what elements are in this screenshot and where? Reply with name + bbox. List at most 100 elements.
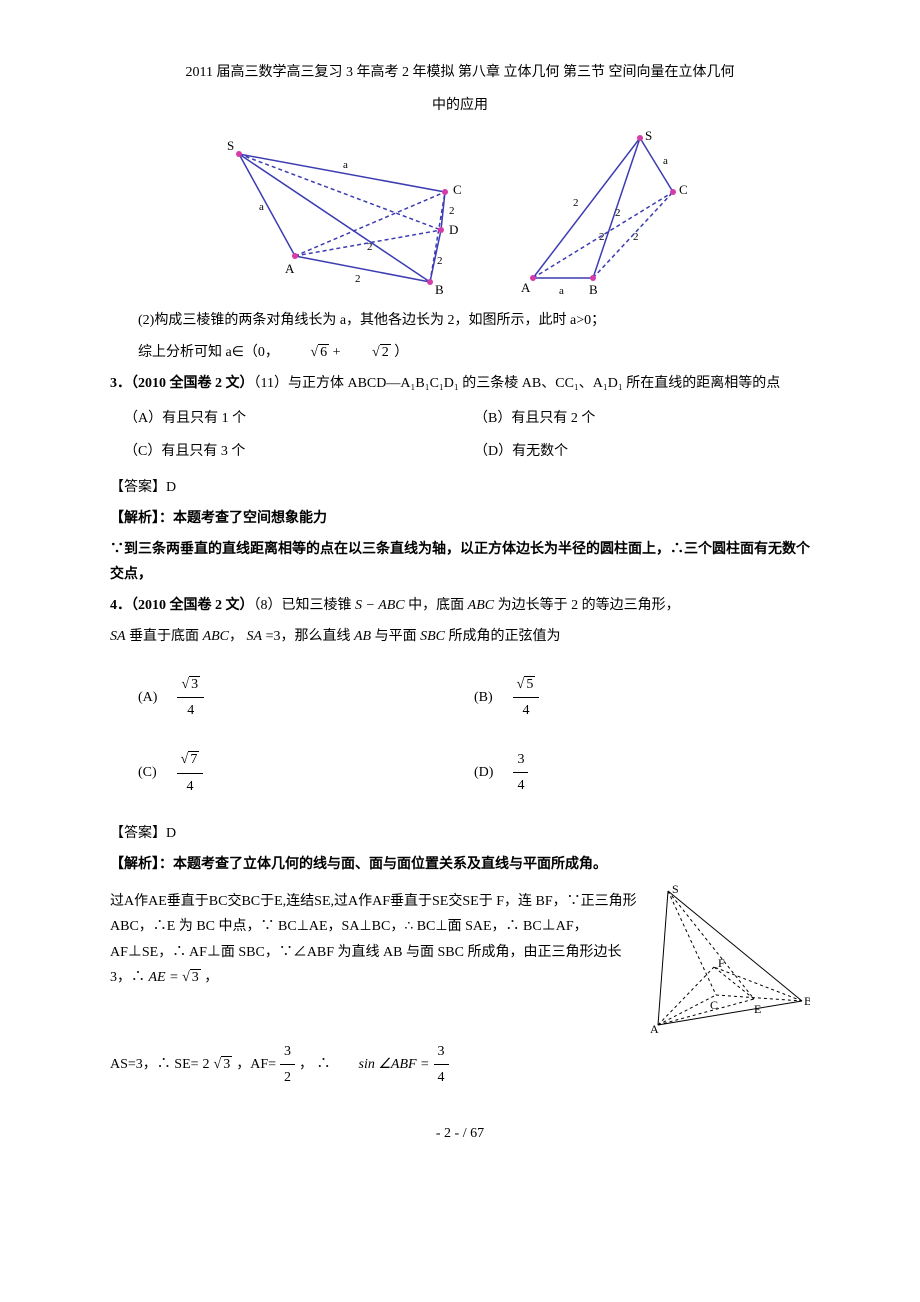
q4-opt-b-frac: 5 4 — [513, 672, 540, 724]
q4-sol-comma: ， — [204, 970, 218, 985]
svg-text:A: A — [521, 280, 531, 295]
svg-text:B: B — [804, 994, 810, 1008]
q4-sol-2c: ， ∴ — [299, 1052, 331, 1077]
q3-opt-b: （B）有且只有 2 个 — [460, 406, 810, 431]
q4-opt-b: (B) 5 4 — [474, 672, 810, 724]
svg-text:2: 2 — [367, 241, 373, 253]
q4-c-num: 7 — [188, 751, 199, 767]
q3-analysis-head: 【解析】：本题考查了空间想象能力 — [110, 506, 810, 531]
q4-ae-sqrt: 3 — [182, 965, 201, 990]
figure-row-1: SAB CD aa 22 22 SABC 22 aa 22 — [110, 128, 810, 298]
q3-options: （A）有且只有 1 个 （B）有且只有 2 个 （C）有且只有 3 个 （D）有… — [110, 402, 810, 468]
q4-l2-10: 所成角的正弦值为 — [445, 629, 561, 644]
q4-d-den: 4 — [513, 773, 528, 798]
svg-text:C: C — [453, 182, 462, 197]
figure-2: SABC 22 aa 22 — [515, 128, 695, 298]
q4-l2-5: SA — [247, 629, 263, 644]
q3-src: 3．（2010 全国卷 2 文） — [110, 376, 254, 391]
q4-src: 4．（2010 全国卷 2 文） — [110, 598, 254, 613]
page-header-line2: 中的应用 — [110, 93, 810, 118]
svg-text:S: S — [227, 138, 234, 153]
q3-opt-c: （C）有且只有 3 个 — [110, 439, 460, 464]
q4-opt-a-frac: 3 4 — [177, 672, 204, 724]
q4-opt-b-label: (B) — [474, 685, 493, 710]
q3-opt-a: （A）有且只有 1 个 — [110, 406, 460, 431]
q4-sol-2a: AS=3，∴ SE= — [110, 1052, 199, 1077]
q4-af-num: 3 — [280, 1039, 295, 1065]
svg-text:a: a — [343, 159, 348, 171]
svg-text:2: 2 — [615, 207, 621, 219]
question-3: 3．（2010 全国卷 2 文）（11）与正方体 ABCD—A₁B₁C₁D₁ 的… — [110, 371, 810, 396]
q4-af-frac: 3 2 — [280, 1039, 295, 1090]
q4-opt-c: (C) 7 4 — [138, 747, 474, 799]
sqrt-6: 6 — [282, 340, 329, 365]
q4-opt-d-label: (D) — [474, 760, 493, 785]
svg-text:a: a — [259, 201, 264, 213]
q4-se-sqrt: 3 — [214, 1052, 233, 1077]
q4-options: (A) 3 4 (B) 5 4 (C) 7 4 (D) 3 4 — [138, 660, 810, 811]
svg-text:2: 2 — [573, 197, 579, 209]
q4-l2-7: AB — [354, 629, 371, 644]
svg-text:C: C — [710, 998, 718, 1012]
q4-sol-para2: AS=3，∴ SE= 23 ，AF= 3 2 ， ∴ sin ∠ABF = 3 … — [110, 1039, 810, 1090]
q4-sin-lhs: sin ∠ABF = — [359, 1052, 430, 1077]
q4-sin-den: 4 — [434, 1065, 449, 1090]
q4-l2-6: =3，那么直线 — [262, 629, 354, 644]
q4-d-num: 3 — [513, 747, 528, 773]
q4-ae-val: 3 — [190, 969, 201, 985]
p2-plus: + — [333, 345, 341, 360]
q3-answer: 【答案】D — [110, 475, 810, 500]
sqrt-2: 2 — [344, 340, 391, 365]
svg-text:E: E — [754, 1002, 761, 1016]
q3-body: （11）与正方体 ABCD—A₁B₁C₁D₁ 的三条棱 AB、CC₁、A₁D₁ … — [254, 376, 781, 391]
q4-b-num: 5 — [524, 676, 535, 692]
paragraph-p1: (2)构成三棱锥的两条对角线长为 a，其他各边长为 2，如图所示，此时 a>0； — [110, 308, 810, 333]
q4-b-den: 4 — [513, 698, 540, 723]
paragraph-p2: 综上分析可知 a∈（0， 6 + 2 ） — [110, 340, 810, 365]
q4-sin-frac: 3 4 — [434, 1039, 449, 1090]
svg-text:C: C — [679, 182, 688, 197]
q4-body-2: 中，底面 — [405, 598, 468, 613]
q4-sol-para1: 过A作AE垂直于BC交BC于E,连结SE,过A作AF垂直于SE交SE于 F，连 … — [110, 889, 638, 990]
svg-text:2: 2 — [633, 231, 639, 243]
figure-3: S A B C E F — [650, 883, 810, 1033]
svg-text:F: F — [718, 956, 725, 970]
svg-text:2: 2 — [437, 255, 443, 267]
svg-text:B: B — [435, 282, 444, 297]
svg-text:2: 2 — [599, 231, 605, 243]
q4-opt-a-label: (A) — [138, 685, 157, 710]
svg-text:a: a — [559, 285, 564, 297]
q4-c-den: 4 — [177, 774, 204, 799]
question-4-line2: SA 垂直于底面 ABC， SA =3，那么直线 AB 与平面 SBC 所成角的… — [110, 624, 810, 649]
q4-l2-4: ， — [229, 629, 247, 644]
q4-se-rad: 3 — [221, 1056, 232, 1072]
svg-text:D: D — [449, 222, 458, 237]
svg-text:S: S — [645, 128, 652, 143]
q4-sin-num: 3 — [434, 1039, 449, 1065]
svg-text:2: 2 — [449, 205, 455, 217]
q4-l2-9: SBC — [420, 629, 445, 644]
svg-text:2: 2 — [355, 273, 361, 285]
svg-text:A: A — [285, 261, 295, 276]
page-header-line1: 2011 届高三数学高三复习 3 年高考 2 年模拟 第八章 立体几何 第三节 … — [110, 60, 810, 85]
q3-analysis-1: ∵到三条两垂直的直线距离相等的点在以三条直线为轴，以正方体边长为半径的圆柱面上，… — [110, 537, 810, 587]
q4-analysis-head: 【解析】：本题考查了立体几何的线与面、面与面位置关系及直线与平面所成角。 — [110, 852, 810, 877]
q4-opt-c-frac: 7 4 — [177, 747, 204, 799]
sqrt-6-val: 6 — [318, 344, 329, 360]
q4-l2-2: 垂直于底面 — [126, 629, 203, 644]
q4-l2-3: ABC — [203, 629, 229, 644]
page-footer: - 2 - / 67 — [110, 1121, 810, 1146]
q4-l2-1: SA — [110, 629, 126, 644]
p2-prefix: 综上分析可知 a∈（0， — [138, 345, 279, 360]
svg-text:S: S — [672, 883, 679, 896]
svg-text:A: A — [650, 1022, 659, 1033]
q4-af-den: 2 — [280, 1065, 295, 1090]
svg-text:B: B — [589, 282, 598, 297]
q4-body-1: （8）已知三棱锥 — [254, 598, 356, 613]
svg-text:a: a — [663, 155, 668, 167]
q4-abc: ABC — [468, 598, 494, 613]
q4-solution-block: 过A作AE垂直于BC交BC于E,连结SE,过A作AF垂直于SE交SE于 F，连 … — [110, 883, 810, 1033]
q4-se-coef: 2 — [203, 1052, 210, 1077]
p2-suffix: ） — [394, 345, 408, 360]
q4-sol-2b: ，AF= — [236, 1052, 276, 1077]
